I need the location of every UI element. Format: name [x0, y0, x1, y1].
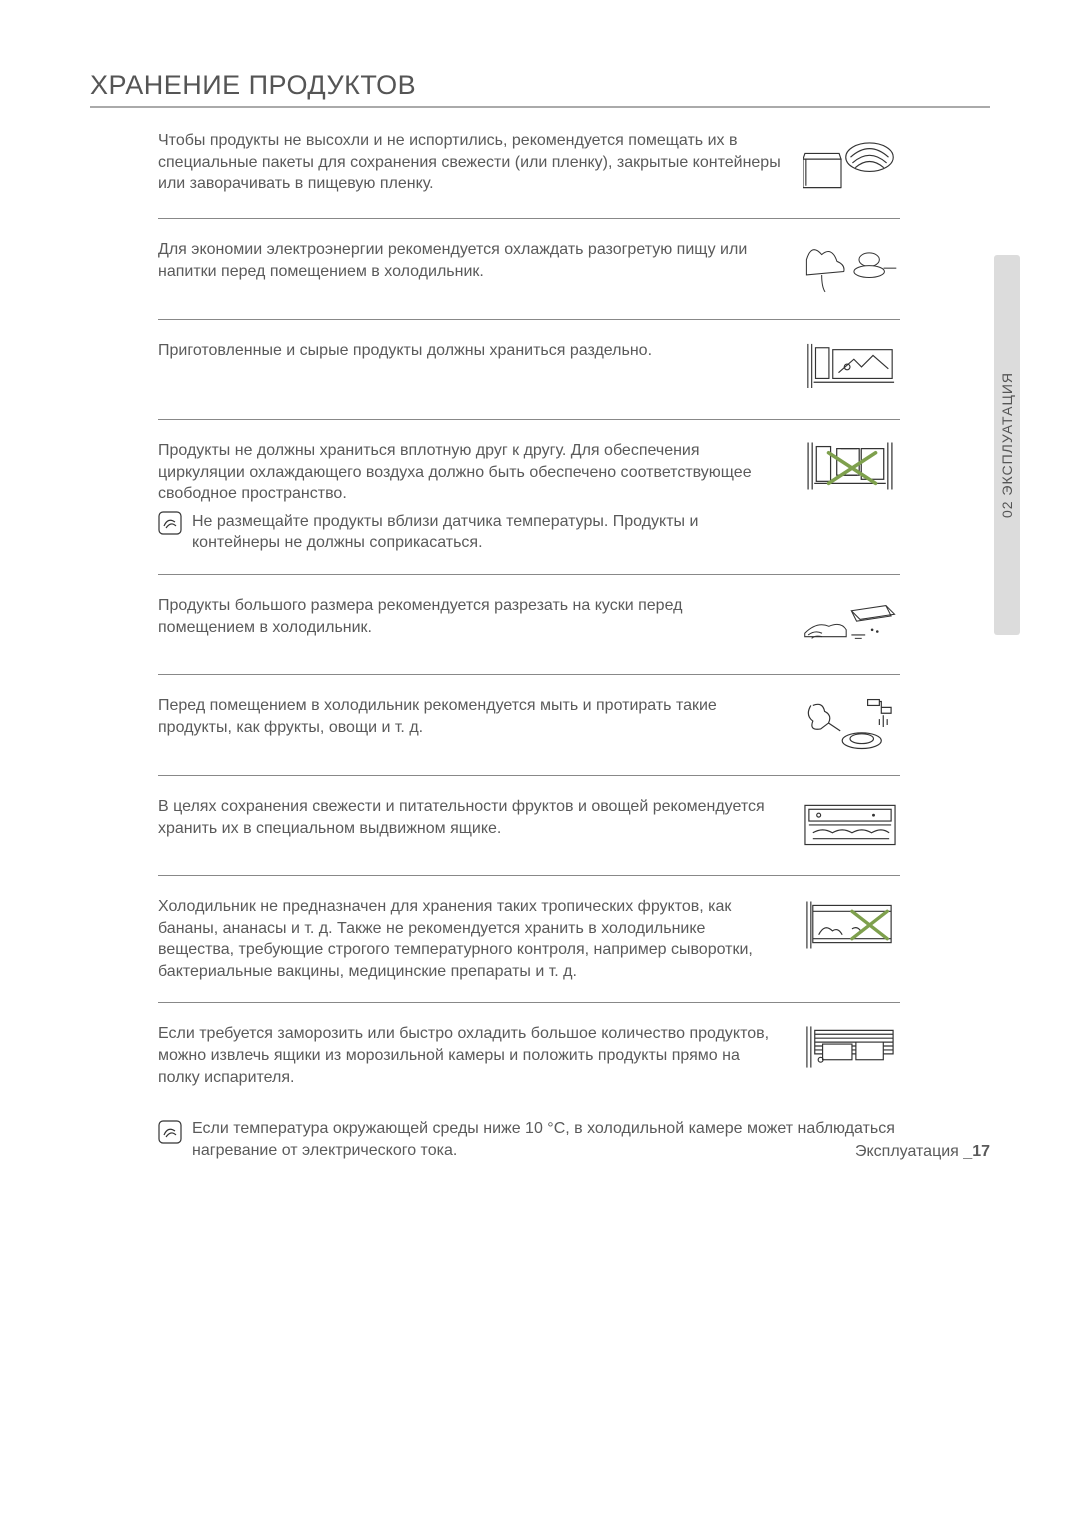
storage-tip-4: Продукты не должны храниться вплотную др… — [158, 419, 900, 574]
note-icon — [158, 1120, 186, 1149]
footer-label: Эксплуатация — [855, 1143, 959, 1160]
storage-tip-3: Приготовленные и сырые продукты должны х… — [158, 319, 900, 419]
tip-text: Продукты большого размера рекомендуется … — [158, 595, 800, 654]
page-footer: Эксплуатация _17 — [855, 1143, 990, 1161]
separate-storage-icon — [800, 340, 900, 399]
cut-food-icon — [800, 595, 900, 654]
tip-text: Если требуется заморозить или быстро охл… — [158, 1023, 800, 1088]
storage-tip-8: Холодильник не предназначен для хранения… — [158, 875, 900, 1002]
section-tab: 02 ЭКСПЛУАТАЦИЯ — [994, 255, 1020, 635]
section-tab-label: 02 ЭКСПЛУАТАЦИЯ — [999, 372, 1015, 518]
tip-text: Для экономии электроэнергии рекомендуетс… — [158, 239, 800, 299]
storage-tip-9: Если требуется заморозить или быстро охл… — [158, 1002, 900, 1108]
tip-text: Перед помещением в холодильник рекоменду… — [158, 695, 800, 755]
storage-tip-6: Перед помещением в холодильник рекоменду… — [158, 674, 900, 775]
freezer-shelf-icon — [800, 1023, 900, 1088]
storage-tip-7: В целях сохранения свежести и питательно… — [158, 775, 900, 875]
tip-text: Холодильник не предназначен для хранения… — [158, 896, 800, 982]
page-number: 17 — [972, 1143, 990, 1160]
tip-text: Продукты не должны храниться вплотную др… — [158, 442, 752, 502]
cool-food-icon — [800, 239, 900, 299]
bottom-note-text: Если температура окружающей среды ниже 1… — [192, 1118, 900, 1161]
wash-food-icon — [800, 695, 900, 755]
tip-text: В целях сохранения свежести и питательно… — [158, 796, 800, 855]
content-list: Чтобы продукты не высохли и не испортили… — [158, 118, 900, 1108]
note-icon — [158, 511, 186, 542]
page-title: ХРАНЕНИЕ ПРОДУКТОВ — [90, 70, 990, 108]
bottom-note: Если температура окружающей среды ниже 1… — [158, 1118, 900, 1161]
note-text: Не размещайте продукты вблизи датчика те… — [192, 511, 782, 554]
tip-text: Чтобы продукты не высохли и не испортили… — [158, 130, 800, 198]
storage-tip-2: Для экономии электроэнергии рекомендуетс… — [158, 218, 900, 319]
tropical-warning-icon — [800, 896, 900, 982]
footer-separator: _ — [963, 1143, 972, 1160]
spacing-warning-icon — [800, 440, 900, 554]
wrap-food-icon — [800, 130, 900, 198]
crisper-drawer-icon — [800, 796, 900, 855]
tip-text: Приготовленные и сырые продукты должны х… — [158, 340, 800, 399]
manual-page: 02 ЭКСПЛУАТАЦИЯ ХРАНЕНИЕ ПРОДУКТОВ Чтобы… — [0, 0, 1080, 1201]
note-row: Не размещайте продукты вблизи датчика те… — [158, 511, 782, 554]
storage-tip-1: Чтобы продукты не высохли и не испортили… — [158, 118, 900, 218]
tip-text-block: Продукты не должны храниться вплотную др… — [158, 440, 800, 554]
storage-tip-5: Продукты большого размера рекомендуется … — [158, 574, 900, 674]
